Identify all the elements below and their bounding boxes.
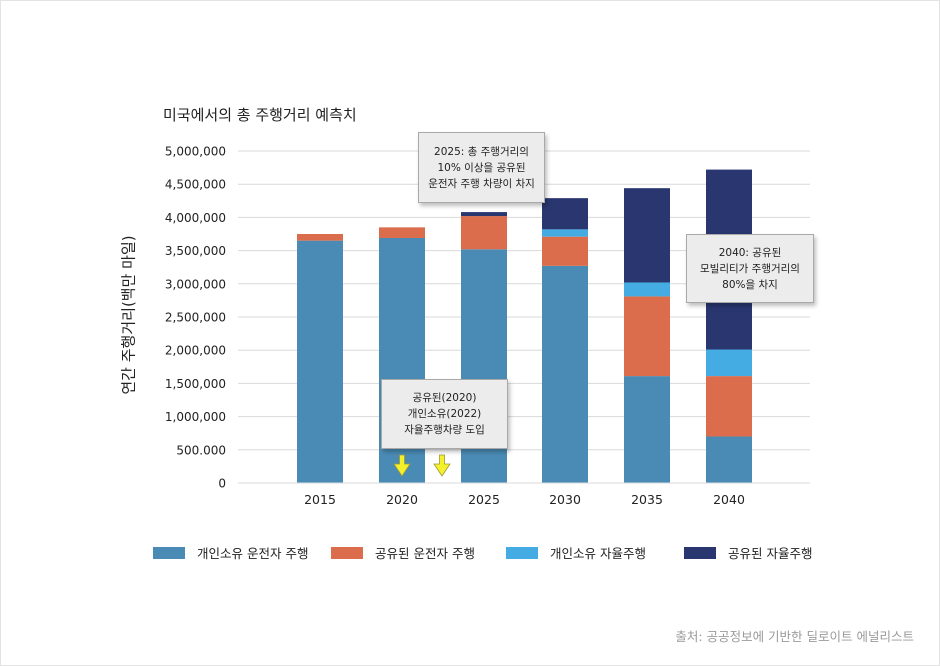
legend-label: 개인소유 운전자 주행 bbox=[197, 546, 309, 561]
bar-segment bbox=[542, 236, 588, 266]
x-tick-label: 2040 bbox=[713, 492, 745, 507]
down-arrow-icon bbox=[433, 454, 451, 477]
annotation-intro-line: 자율주행차량 도입 bbox=[404, 424, 485, 436]
legend-item-private-autonomous: 개인소유 자율주행 bbox=[506, 543, 646, 562]
annotation-2040-line: 80%을 차지 bbox=[722, 278, 778, 291]
y-tick-label: 2,500,000 bbox=[165, 311, 226, 325]
legend-swatch bbox=[506, 546, 538, 559]
y-tick-label: 2,000,000 bbox=[165, 344, 226, 358]
y-tick-label: 3,500,000 bbox=[165, 244, 226, 258]
annotation-2025-line: 2025: 총 주행거리의 bbox=[434, 145, 529, 158]
arrow-markers bbox=[393, 454, 451, 477]
bar-segment bbox=[297, 234, 343, 241]
legend-item-shared-autonomous: 공유된 자율주행 bbox=[684, 543, 812, 562]
annotation-2040-line: 2040: 공유된 bbox=[718, 246, 782, 259]
y-tick-label: 4,000,000 bbox=[165, 211, 226, 225]
bar-segment bbox=[706, 376, 752, 437]
bar-segment bbox=[542, 229, 588, 237]
annotation-2025-line: 운전자 주행 차량이 차지 bbox=[428, 177, 535, 190]
bar-segment bbox=[542, 198, 588, 230]
annotation-intro-line: 공유된(2020) bbox=[412, 392, 477, 404]
legend: 개인소유 운전자 주행 공유된 운전자 주행 개인소유 자율주행 공유된 자율주… bbox=[153, 543, 833, 563]
legend-item-shared-driver: 공유된 운전자 주행 bbox=[331, 543, 475, 562]
legend-swatch bbox=[331, 546, 363, 559]
y-tick-label: 500.000 bbox=[176, 443, 226, 457]
legend-swatch bbox=[153, 546, 185, 559]
annotation-2025: 2025: 총 주행거리의 10% 이상을 공유된 운전자 주행 차량이 차지 bbox=[418, 132, 545, 203]
chart-title: 미국에서의 총 주행거리 예측치 bbox=[163, 106, 357, 124]
y-tick-label: 3,000,000 bbox=[165, 277, 226, 291]
bar-segment bbox=[461, 212, 507, 217]
legend-label: 공유된 운전자 주행 bbox=[375, 546, 475, 561]
annotation-2040: 2040: 공유된 모빌리티가 주행거리의 80%을 차지 bbox=[686, 234, 814, 303]
bar-segment bbox=[624, 188, 670, 283]
bar-segment bbox=[542, 265, 588, 483]
bar-segment bbox=[706, 349, 752, 377]
annotation-autonomous-intro: 공유된(2020) 개인소유(2022) 자율주행차량 도입 bbox=[381, 379, 508, 449]
annotation-2025-line: 10% 이상을 공유된 bbox=[437, 161, 526, 174]
bars bbox=[297, 169, 752, 483]
annotation-2040-line: 모빌리티가 주행거리의 bbox=[700, 262, 800, 275]
x-tick-label: 2015 bbox=[304, 492, 336, 507]
bar-segment bbox=[461, 216, 507, 250]
y-tick-label: 0 bbox=[218, 477, 226, 491]
bar-segment bbox=[624, 376, 670, 483]
bar-segment bbox=[379, 227, 425, 238]
legend-item-private-driver: 개인소유 운전자 주행 bbox=[153, 543, 308, 562]
source-note: 출처: 공공정보에 기반한 딜로이트 에널리스트 bbox=[675, 629, 914, 644]
legend-label: 개인소유 자율주행 bbox=[550, 546, 646, 561]
bar-segment bbox=[624, 296, 670, 377]
y-tick-label: 4,500,000 bbox=[165, 178, 226, 192]
x-tick-label: 2035 bbox=[631, 492, 663, 507]
annotation-intro-line: 개인소유(2022) bbox=[407, 408, 482, 420]
x-tick-label: 2020 bbox=[386, 492, 418, 507]
axes: 0 500.000 1,000,000 1,500,000 2,000,000 2,500… bbox=[165, 145, 810, 507]
bar-segment bbox=[297, 240, 343, 483]
x-tick-label: 2025 bbox=[468, 492, 500, 507]
bar-segment bbox=[624, 282, 670, 297]
y-tick-label: 5,000,000 bbox=[165, 145, 226, 159]
y-tick-label: 1,000,000 bbox=[165, 410, 226, 424]
legend-label: 공유된 자율주행 bbox=[728, 546, 813, 561]
x-tick-label: 2030 bbox=[549, 492, 581, 507]
bar-segment bbox=[706, 436, 752, 483]
down-arrow-icon bbox=[393, 454, 411, 477]
y-tick-label: 1,500,000 bbox=[165, 377, 226, 391]
legend-swatch bbox=[684, 546, 716, 559]
